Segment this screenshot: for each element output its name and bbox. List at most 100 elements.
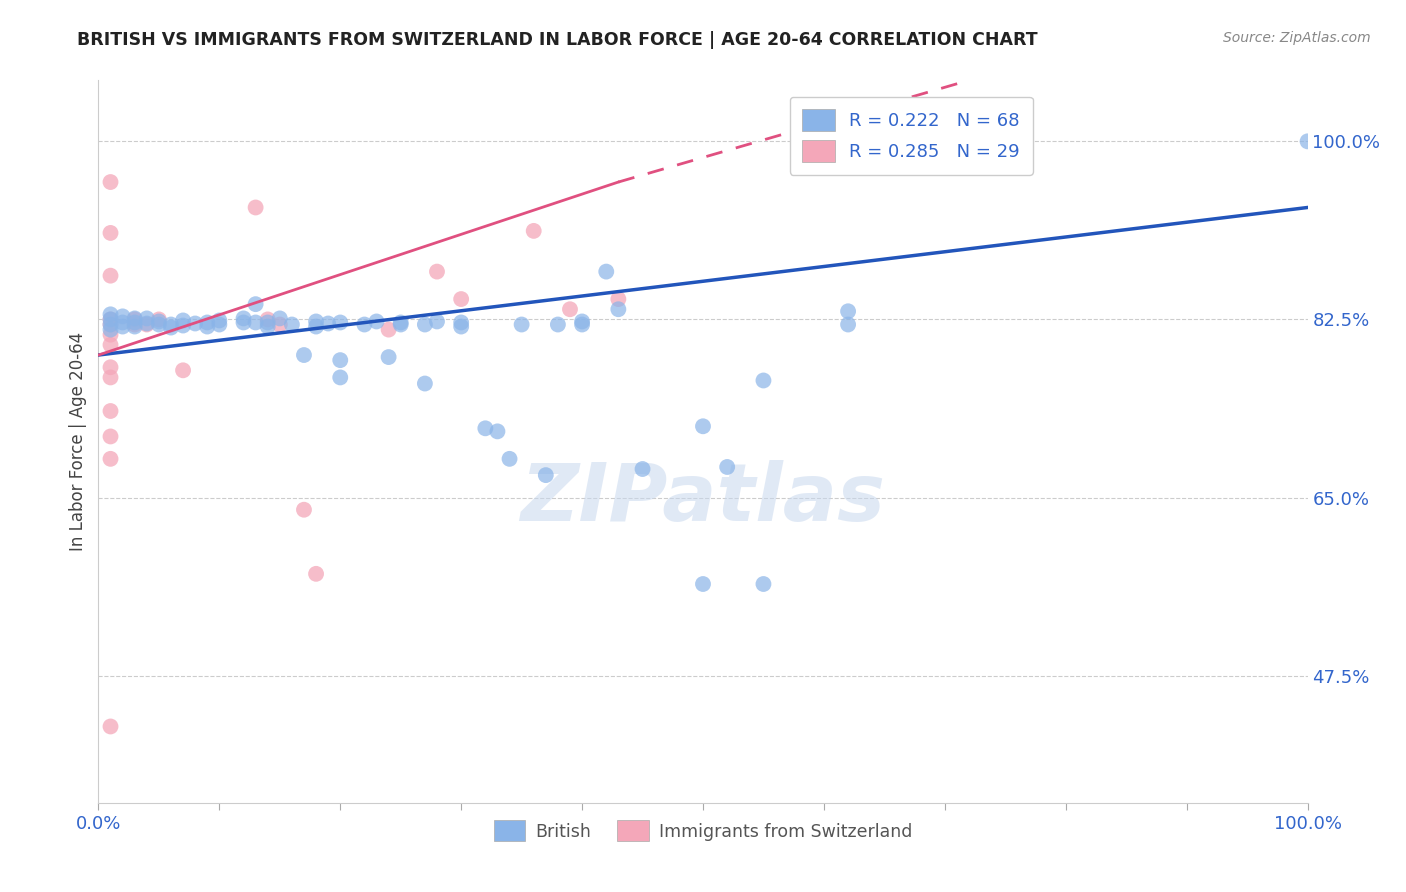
Point: [124, 319, 146, 334]
Point: [450, 319, 472, 334]
Point: [571, 318, 593, 332]
Point: [100, 312, 122, 326]
Point: [316, 317, 339, 331]
Point: [232, 311, 254, 326]
Point: [510, 318, 533, 332]
Point: [135, 317, 157, 331]
Point: [135, 318, 157, 332]
Point: [100, 370, 122, 384]
Point: [752, 374, 775, 388]
Point: [547, 318, 569, 332]
Point: [571, 314, 593, 328]
Point: [366, 314, 388, 328]
Point: [305, 319, 328, 334]
Point: [208, 318, 231, 332]
Point: [692, 419, 714, 434]
Point: [413, 376, 436, 391]
Point: [413, 318, 436, 332]
Point: [558, 302, 581, 317]
Point: [100, 404, 122, 418]
Point: [256, 316, 278, 330]
Point: [124, 311, 146, 326]
Point: [329, 353, 352, 368]
Point: [292, 348, 315, 362]
Point: [100, 226, 122, 240]
Point: [172, 318, 194, 333]
Point: [486, 425, 509, 439]
Point: [269, 311, 291, 326]
Point: [111, 310, 134, 324]
Point: [498, 451, 520, 466]
Point: [389, 316, 412, 330]
Point: [377, 350, 399, 364]
Point: [450, 316, 472, 330]
Point: [716, 460, 738, 475]
Point: [292, 502, 315, 516]
Point: [148, 314, 170, 328]
Point: [100, 323, 122, 337]
Point: [426, 264, 449, 278]
Point: [269, 318, 291, 332]
Point: [631, 462, 654, 476]
Point: [256, 312, 278, 326]
Point: [100, 318, 122, 332]
Point: [426, 314, 449, 328]
Point: [837, 304, 859, 318]
Point: [124, 316, 146, 330]
Point: [100, 338, 122, 352]
Point: [100, 307, 122, 321]
Point: [692, 577, 714, 591]
Text: BRITISH VS IMMIGRANTS FROM SWITZERLAND IN LABOR FORCE | AGE 20-64 CORRELATION CH: BRITISH VS IMMIGRANTS FROM SWITZERLAND I…: [77, 31, 1038, 49]
Point: [195, 319, 218, 334]
Point: [148, 312, 170, 326]
Point: [135, 311, 157, 326]
Point: [100, 268, 122, 283]
Point: [305, 314, 328, 328]
Point: [474, 421, 496, 435]
Point: [111, 319, 134, 334]
Point: [160, 320, 183, 334]
Point: [124, 312, 146, 326]
Point: [124, 318, 146, 332]
Point: [160, 318, 183, 332]
Y-axis label: In Labor Force | Age 20-64: In Labor Force | Age 20-64: [69, 332, 87, 551]
Point: [305, 566, 328, 581]
Legend: R = 0.222   N = 68, R = 0.285   N = 29: R = 0.222 N = 68, R = 0.285 N = 29: [790, 96, 1032, 175]
Point: [232, 316, 254, 330]
Point: [172, 363, 194, 377]
Text: Source: ZipAtlas.com: Source: ZipAtlas.com: [1223, 31, 1371, 45]
Point: [377, 323, 399, 337]
Point: [607, 302, 630, 317]
Point: [837, 318, 859, 332]
Point: [208, 313, 231, 327]
Point: [184, 317, 207, 331]
Point: [450, 292, 472, 306]
Point: [148, 318, 170, 332]
Point: [353, 318, 375, 332]
Point: [100, 719, 122, 733]
Point: [534, 468, 557, 483]
Point: [172, 313, 194, 327]
Point: [100, 327, 122, 342]
Point: [111, 316, 134, 330]
Point: [389, 318, 412, 332]
Point: [245, 316, 267, 330]
Text: ZIPatlas: ZIPatlas: [520, 460, 886, 539]
Point: [595, 264, 617, 278]
Point: [329, 370, 352, 384]
Point: [752, 577, 775, 591]
Point: [523, 224, 546, 238]
Point: [1296, 134, 1319, 148]
Point: [100, 318, 122, 332]
Point: [281, 318, 304, 332]
Point: [245, 201, 267, 215]
Point: [100, 312, 122, 326]
Point: [100, 360, 122, 375]
Point: [100, 451, 122, 466]
Point: [256, 319, 278, 334]
Point: [607, 292, 630, 306]
Point: [100, 429, 122, 443]
Point: [100, 175, 122, 189]
Point: [245, 297, 267, 311]
Point: [195, 316, 218, 330]
